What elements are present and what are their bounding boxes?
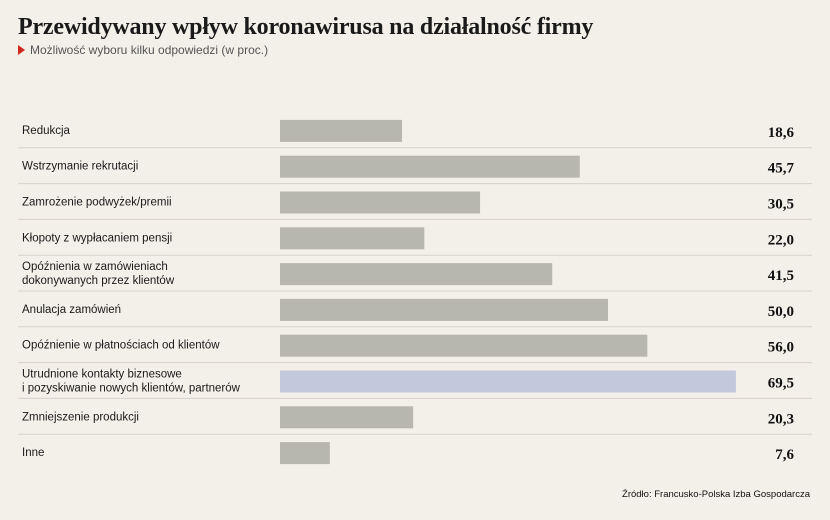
value-label: 18,6 (768, 125, 795, 141)
category-label: Opóźnienie w płatnościach od klientów (22, 340, 220, 352)
bar (280, 119, 403, 142)
category-label: Kłopoty z wypłacaniem pensji (22, 232, 172, 244)
category-label: Zmniejszenie produkcji (22, 411, 139, 423)
value-label: 30,5 (768, 197, 794, 213)
category-label: Opóźnienia w zamówieniach dokonywanych pr… (22, 261, 175, 287)
bar (280, 406, 414, 429)
value-label: 22,0 (768, 232, 794, 248)
category-label: Utrudnione kontakty biznesowe i pozyskiwa… (22, 369, 241, 395)
category-label: Zamrożenie podwyżek/premii (22, 197, 172, 209)
category-label: Wstrzymanie rekrutacji (22, 161, 138, 173)
chart-subtitle: Możliwość wyboru kilku odpowiedzi (w pro… (18, 43, 268, 57)
bar (280, 334, 648, 357)
bar (280, 263, 553, 286)
bar (280, 298, 608, 321)
category-label: Anulacja zamówień (22, 304, 121, 316)
value-label: 69,5 (768, 376, 794, 392)
bar (280, 227, 425, 250)
category-label: Inne (22, 447, 44, 459)
value-label: 20,3 (768, 411, 794, 427)
triangle-marker-icon (18, 45, 25, 55)
bar (280, 191, 481, 214)
chart-subtitle-text: Możliwość wyboru kilku odpowiedzi (w pro… (30, 43, 269, 57)
bar (280, 442, 330, 465)
value-label: 56,0 (768, 340, 794, 356)
value-label: 7,6 (775, 447, 794, 463)
bar (280, 155, 580, 178)
value-label: 41,5 (768, 268, 794, 284)
bar (280, 370, 736, 393)
source-note: Źródło: Francusko-Polska Izba Gospodarcz… (622, 489, 810, 500)
value-label: 50,0 (768, 304, 794, 320)
value-label: 45,7 (768, 161, 795, 177)
chart-title: Przewidywany wpływ koronawirusa na dział… (18, 14, 594, 40)
bar-chart: Redukcja 18,6 Wstrzymanie rekrutacji 45,7 Za… (18, 119, 812, 465)
category-label: Redukcja (22, 125, 71, 137)
